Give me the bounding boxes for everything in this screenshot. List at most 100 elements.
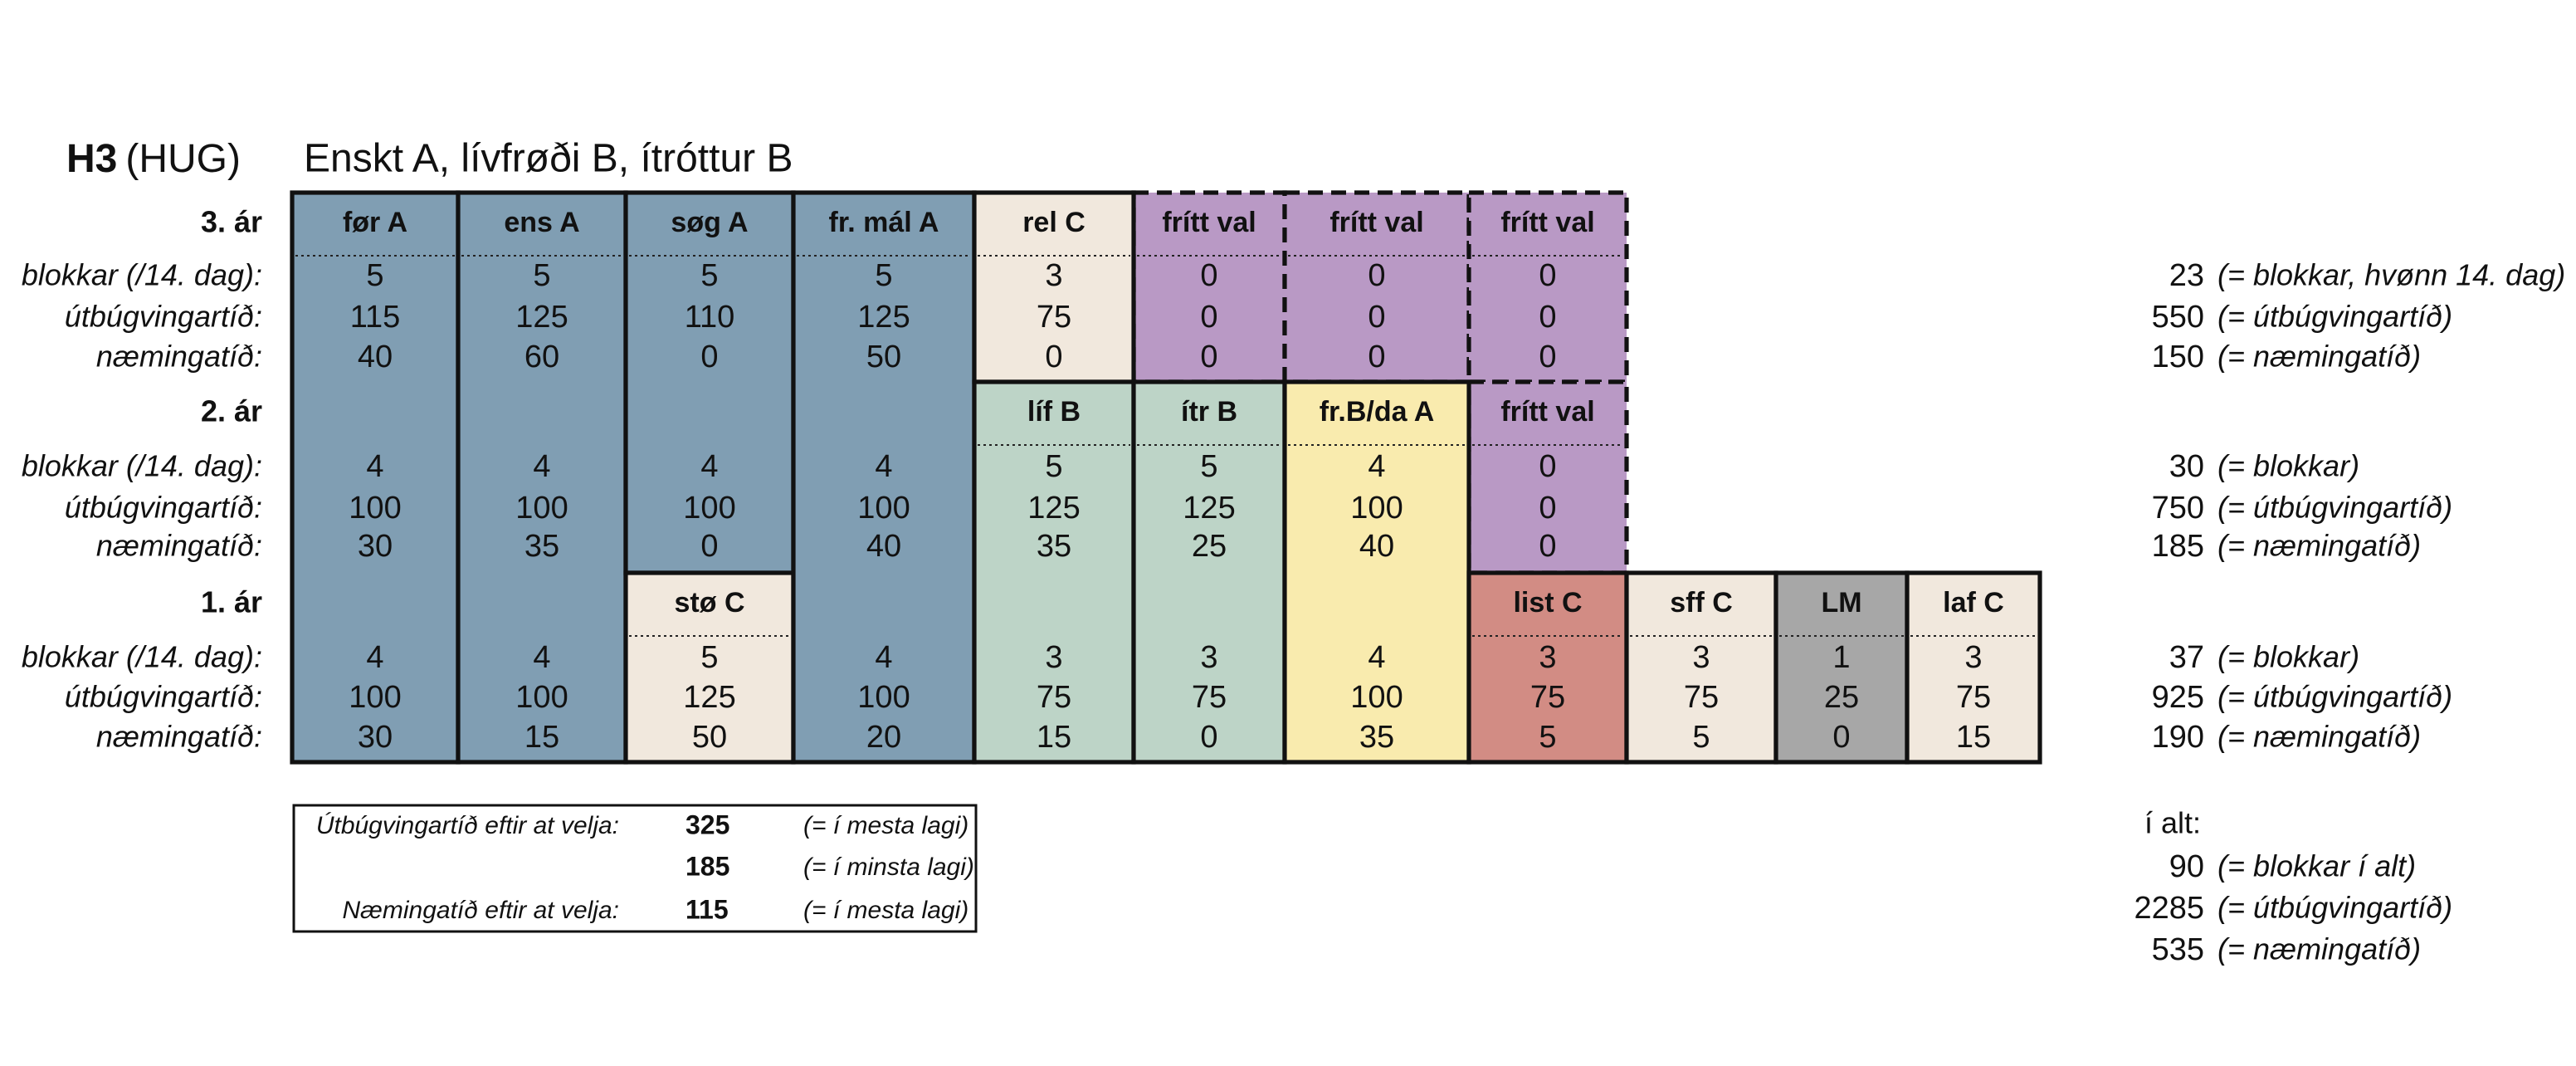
grand-total-value: 535 bbox=[2152, 932, 2204, 967]
total-value: 150 bbox=[2152, 340, 2204, 374]
cell-value: 4 bbox=[875, 449, 892, 484]
cell-value: 35 bbox=[1037, 529, 1071, 564]
summary-label: Útbúgvingartíð eftir at velja: bbox=[316, 812, 619, 839]
course-label: fr. mál A bbox=[829, 207, 939, 238]
course-block bbox=[1905, 570, 2042, 765]
cell-value: 0 bbox=[1539, 449, 1556, 484]
cell-value: 125 bbox=[515, 300, 568, 335]
cell-value: 0 bbox=[1539, 300, 1556, 335]
section-label: 3. ár bbox=[201, 205, 262, 239]
summary-value: 325 bbox=[685, 809, 729, 839]
cell-value: 75 bbox=[1192, 680, 1227, 715]
cell-value: 100 bbox=[683, 491, 735, 526]
course-label: ens A bbox=[504, 207, 579, 238]
course-block bbox=[1624, 570, 1778, 765]
cell-value: 5 bbox=[700, 258, 718, 293]
course-block bbox=[791, 190, 977, 765]
cell-value: 0 bbox=[1200, 720, 1217, 755]
cell-value: 0 bbox=[1539, 529, 1556, 564]
cell-value: 0 bbox=[1045, 340, 1062, 374]
total-note: (= blokkar) bbox=[2217, 640, 2359, 674]
cell-value: 100 bbox=[857, 680, 910, 715]
course-label: ítr B bbox=[1181, 396, 1237, 428]
cell-value: 3 bbox=[1692, 640, 1710, 675]
cell-value: 15 bbox=[524, 720, 559, 755]
summary-value: 185 bbox=[685, 851, 729, 881]
cell-value: 100 bbox=[857, 491, 910, 526]
cell-value: 110 bbox=[685, 300, 735, 335]
total-value: 550 bbox=[2152, 300, 2204, 335]
group: (HUG) bbox=[125, 137, 241, 181]
course-block bbox=[972, 190, 1136, 384]
cell-value: 0 bbox=[1200, 340, 1217, 374]
cell-value: 0 bbox=[700, 529, 718, 564]
cell-value: 5 bbox=[1539, 720, 1556, 755]
cell-value: 25 bbox=[1824, 680, 1859, 715]
cell-value: 60 bbox=[524, 340, 559, 374]
cell-value: 125 bbox=[683, 680, 735, 715]
cell-value: 0 bbox=[1368, 340, 1385, 374]
grand-total-value: 90 bbox=[2169, 849, 2204, 884]
summary-note: (= í mesta lagi) bbox=[803, 897, 968, 924]
course-label: stø C bbox=[675, 587, 745, 619]
cell-value: 50 bbox=[692, 720, 727, 755]
section-label: 2. ár bbox=[201, 394, 262, 428]
total-value: 37 bbox=[2169, 640, 2204, 675]
cell-value: 125 bbox=[1027, 491, 1080, 526]
total-note: (= útbúgvingartíð) bbox=[2217, 680, 2452, 714]
row-label: blokkar (/14. dag): bbox=[22, 449, 262, 483]
course-label: før A bbox=[343, 207, 407, 238]
cell-value: 4 bbox=[1368, 640, 1385, 675]
total-note: (= blokkar, hvønn 14. dag) bbox=[2217, 258, 2565, 292]
cell-value: 3 bbox=[1539, 640, 1556, 675]
row-label: blokkar (/14. dag): bbox=[22, 258, 262, 292]
grand-total-note: (= blokkar í alt) bbox=[2217, 849, 2416, 883]
total-note: (= útbúgvingartíð) bbox=[2217, 300, 2452, 334]
cell-value: 75 bbox=[1037, 680, 1071, 715]
course-label: frítt val bbox=[1329, 207, 1423, 238]
cell-value: 0 bbox=[1200, 300, 1217, 335]
cell-value: 5 bbox=[875, 258, 892, 293]
cell-value: 30 bbox=[358, 529, 393, 564]
cell-value: 40 bbox=[1359, 529, 1394, 564]
cell-value: 100 bbox=[515, 491, 568, 526]
cell-value: 75 bbox=[1037, 300, 1071, 335]
course-label: fr.B/da A bbox=[1320, 396, 1435, 428]
row-label: útbúgvingartíð: bbox=[65, 491, 262, 525]
summary-label: Næmingatíð eftir at velja: bbox=[343, 897, 619, 924]
row-label: næmingatíð: bbox=[96, 720, 262, 754]
course-label: frítt val bbox=[1162, 207, 1256, 238]
cell-value: 0 bbox=[1539, 491, 1556, 526]
grand-total-note: (= næmingatíð) bbox=[2217, 932, 2421, 966]
cell-value: 0 bbox=[1368, 300, 1385, 335]
cell-value: 4 bbox=[533, 640, 550, 675]
cell-value: 0 bbox=[700, 340, 718, 374]
cell-value: 4 bbox=[366, 449, 383, 484]
cell-value: 100 bbox=[1350, 680, 1403, 715]
cell-value: 100 bbox=[349, 680, 401, 715]
summary-value: 115 bbox=[685, 894, 729, 924]
cell-value: 4 bbox=[533, 449, 550, 484]
summary-box bbox=[292, 804, 978, 933]
course-label: søg A bbox=[671, 207, 748, 238]
cell-value: 3 bbox=[1045, 258, 1062, 293]
cell-value: 5 bbox=[1200, 449, 1217, 484]
total-note: (= næmingatíð) bbox=[2217, 720, 2421, 754]
total-note: (= blokkar) bbox=[2217, 449, 2359, 483]
course-block bbox=[623, 570, 796, 765]
cell-value: 4 bbox=[1368, 449, 1385, 484]
cell-value: 4 bbox=[875, 640, 892, 675]
title: H3 (HUG) bbox=[66, 137, 241, 181]
grand-total-value: 2285 bbox=[2134, 891, 2204, 926]
cell-value: 125 bbox=[857, 300, 910, 335]
cell-value: 100 bbox=[349, 491, 401, 526]
cell-value: 5 bbox=[1045, 449, 1062, 484]
cell-value: 75 bbox=[1530, 680, 1565, 715]
course-label: frítt val bbox=[1500, 207, 1594, 238]
cell-value: 15 bbox=[1037, 720, 1071, 755]
cell-value: 35 bbox=[1359, 720, 1394, 755]
cell-value: 125 bbox=[1183, 491, 1235, 526]
cell-value: 75 bbox=[1956, 680, 1991, 715]
cell-value: 5 bbox=[366, 258, 383, 293]
total-value: 925 bbox=[2152, 680, 2204, 715]
